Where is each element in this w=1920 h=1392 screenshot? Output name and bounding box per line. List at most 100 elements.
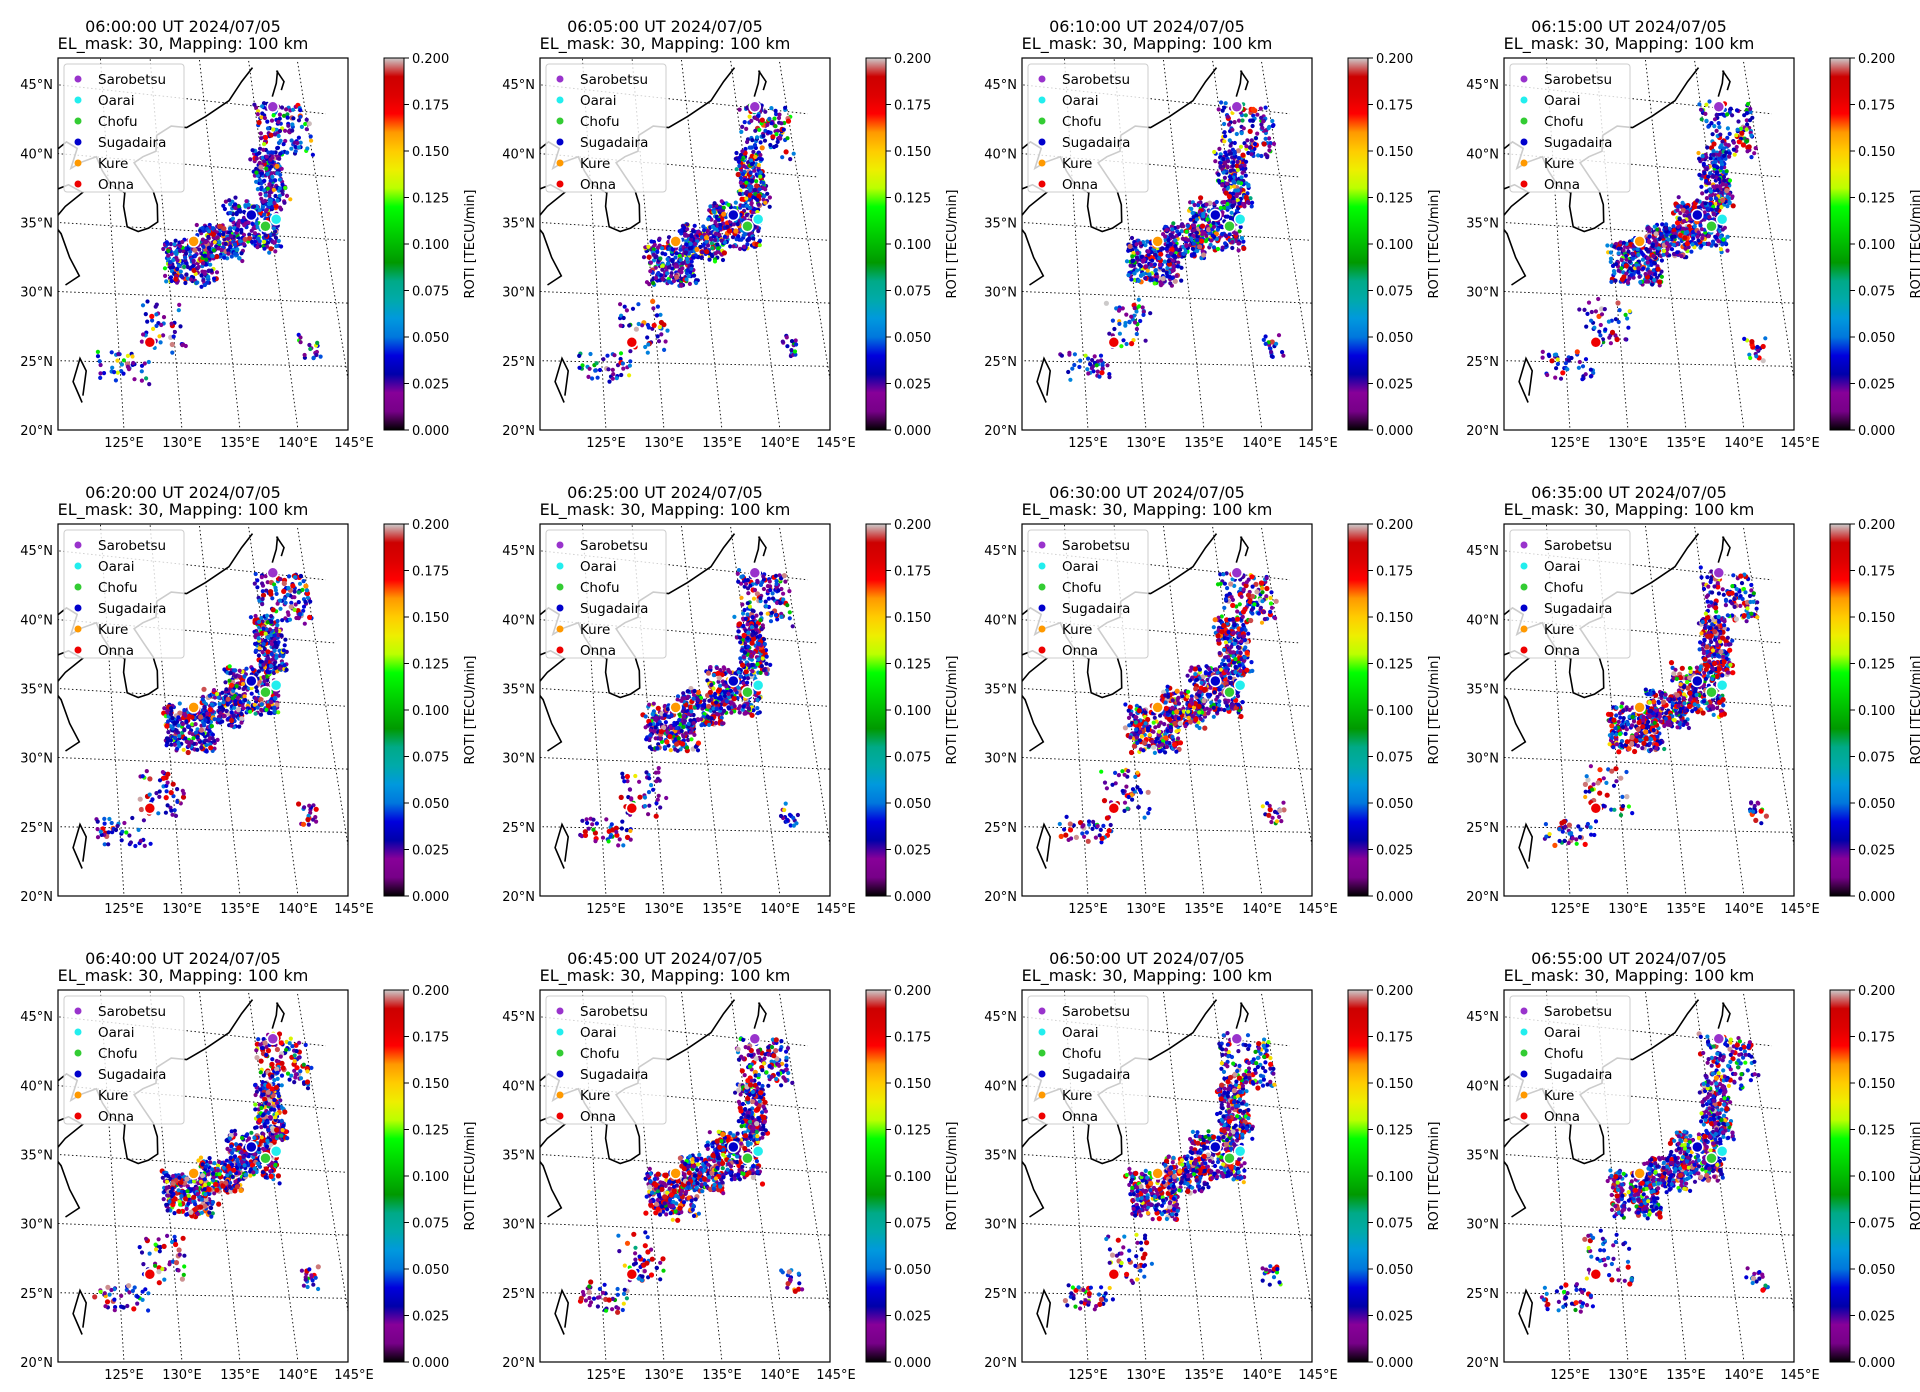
roti-point [203, 239, 209, 245]
roti-point [162, 706, 167, 711]
roti-point [660, 264, 665, 269]
legend-marker-sarobetsu [74, 75, 82, 83]
roti-point [1120, 306, 1125, 311]
roti-point [221, 714, 226, 719]
roti-point [718, 226, 723, 231]
roti-point [258, 146, 263, 151]
roti-point [168, 712, 174, 717]
roti-point [1184, 243, 1189, 248]
roti-point [1614, 336, 1620, 343]
roti-point [713, 219, 718, 224]
roti-point [1112, 326, 1117, 332]
roti-point [185, 264, 190, 270]
roti-point [716, 217, 721, 222]
roti-point [1626, 325, 1631, 330]
roti-point [1199, 238, 1205, 244]
roti-point [229, 234, 234, 239]
coastline [271, 536, 279, 563]
roti-point [1244, 144, 1249, 149]
roti-point [1134, 255, 1139, 260]
roti-point [1664, 226, 1669, 231]
roti-point [1577, 359, 1582, 365]
roti-point [1243, 194, 1249, 200]
roti-point [1243, 173, 1248, 178]
roti-point [1245, 200, 1250, 205]
roti-point [678, 247, 683, 252]
roti-point [119, 362, 124, 367]
roti-point [263, 134, 269, 141]
roti-point [1249, 152, 1254, 157]
roti-point [147, 382, 152, 387]
roti-point [749, 184, 754, 190]
roti-point [232, 705, 237, 710]
roti-point [656, 339, 662, 344]
roti-point [669, 271, 674, 276]
roti-point [643, 344, 648, 350]
roti-point [1736, 119, 1741, 124]
roti-point [154, 323, 159, 328]
roti-point [1627, 259, 1632, 264]
roti-point [677, 268, 682, 273]
roti-point [1675, 250, 1680, 255]
roti-point [1238, 224, 1243, 230]
roti-point [1664, 233, 1669, 238]
roti-point [1243, 113, 1248, 118]
roti-point [1146, 252, 1151, 257]
roti-point [1708, 201, 1713, 206]
roti-point [278, 138, 283, 143]
roti-point [1721, 146, 1727, 151]
roti-point [154, 302, 159, 307]
roti-point [1214, 199, 1219, 205]
roti-point [1219, 224, 1224, 230]
roti-point [1725, 126, 1730, 131]
roti-point [752, 143, 758, 148]
lat-tick-label: 40°N [20, 147, 53, 162]
roti-point [1722, 153, 1727, 158]
roti-point [1246, 183, 1251, 189]
roti-point [1143, 276, 1148, 281]
roti-point [261, 147, 266, 152]
roti-point [1192, 223, 1197, 228]
roti-point [211, 688, 217, 693]
roti-point [228, 210, 233, 215]
roti-point [753, 154, 758, 159]
roti-point [288, 197, 293, 202]
lat-tick-label: 40°N [1466, 147, 1499, 162]
roti-point [186, 713, 192, 720]
roti-point [1168, 232, 1173, 237]
roti-point [741, 164, 747, 169]
roti-point [670, 257, 675, 263]
roti-point [1682, 235, 1688, 241]
roti-point [1094, 363, 1099, 368]
roti-point [607, 379, 612, 384]
roti-point [1554, 366, 1559, 371]
roti-point [1216, 107, 1221, 112]
roti-point [767, 195, 773, 200]
roti-point [1259, 115, 1264, 120]
colorbar [1829, 57, 1851, 431]
roti-point [1714, 113, 1719, 118]
roti-point [772, 116, 777, 121]
roti-point [1725, 234, 1730, 239]
legend-marker-onna [1520, 180, 1528, 188]
roti-point [1223, 101, 1228, 106]
colorbar-tick-label: 0.100 [1376, 238, 1413, 253]
roti-point [1230, 127, 1235, 132]
roti-point [1652, 277, 1657, 283]
roti-point [1676, 204, 1681, 209]
roti-point [1713, 159, 1718, 164]
roti-point [1192, 251, 1197, 256]
station-marker-sugadaira [1209, 208, 1222, 222]
roti-point [1560, 370, 1566, 376]
lon-tick-label: 145°E [1780, 436, 1820, 451]
roti-point [235, 227, 240, 232]
roti-point [1692, 204, 1698, 210]
roti-point [1164, 270, 1169, 275]
roti-point [177, 701, 182, 706]
roti-point [712, 210, 717, 215]
roti-point [1267, 136, 1272, 141]
roti-point [1263, 136, 1268, 141]
roti-point [659, 246, 665, 251]
legend-label-sugadaira: Sugadaira [1062, 135, 1130, 151]
